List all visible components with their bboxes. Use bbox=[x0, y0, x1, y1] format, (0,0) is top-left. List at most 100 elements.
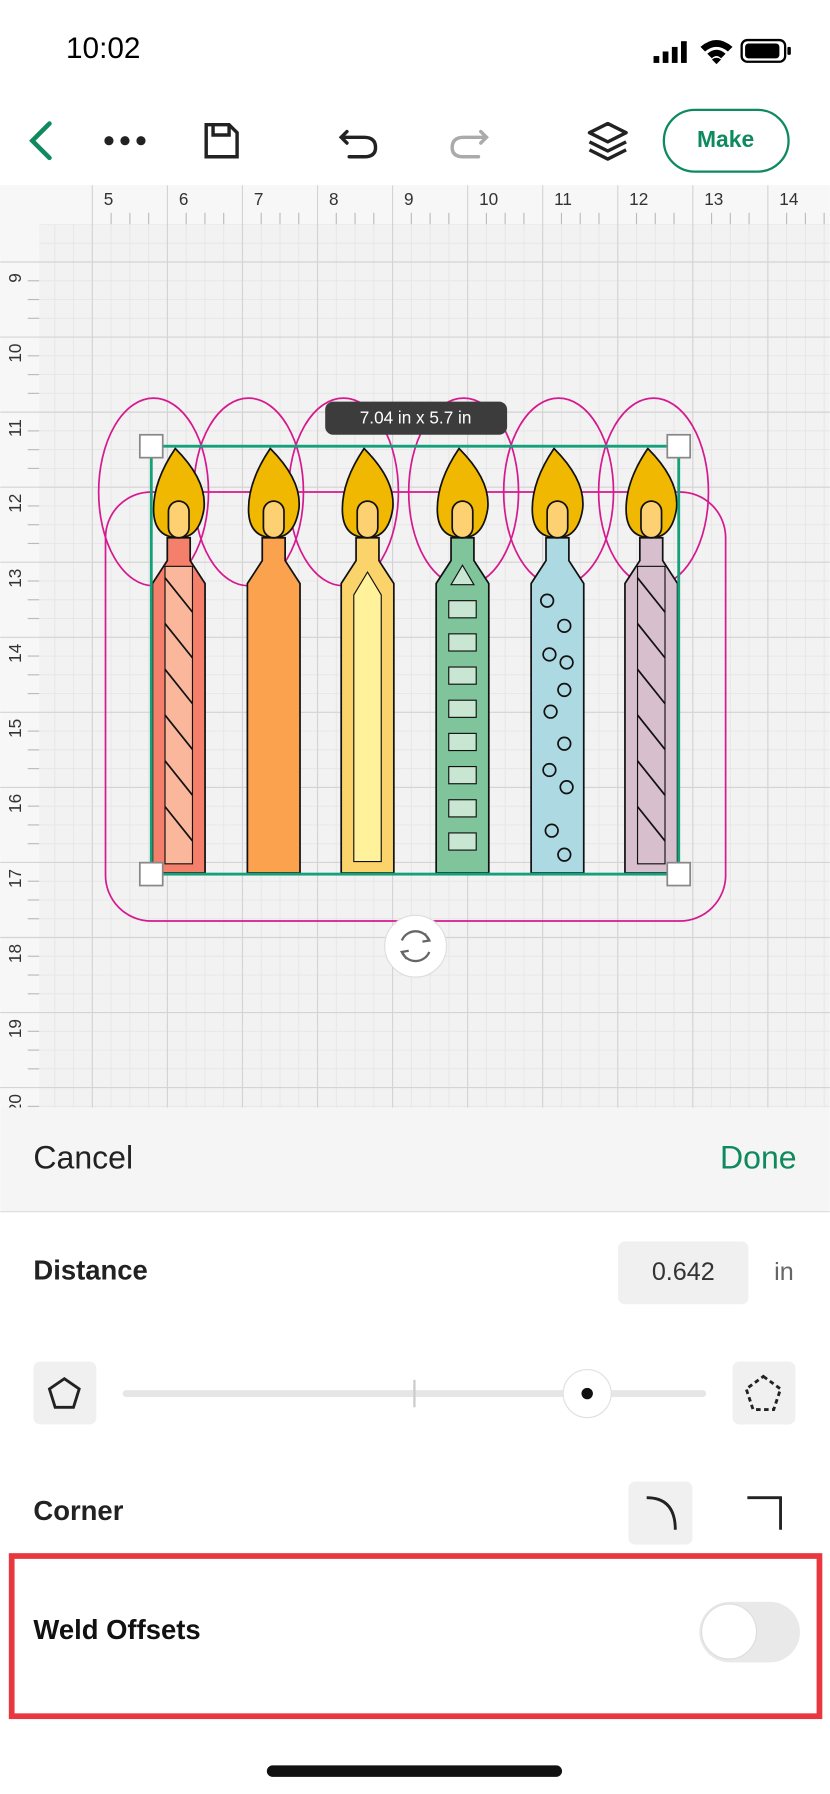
candle-stripe bbox=[164, 577, 194, 613]
candle-square bbox=[448, 832, 477, 851]
make-button[interactable] bbox=[662, 108, 790, 173]
candle-stripe bbox=[164, 760, 194, 796]
distance-input[interactable] bbox=[618, 1241, 749, 1305]
candle-dot bbox=[559, 780, 574, 795]
flame-core bbox=[167, 500, 190, 539]
candle-stripe bbox=[636, 623, 666, 659]
make-button-label[interactable]: Make bbox=[697, 126, 754, 152]
slider-thumb-dot bbox=[581, 1387, 593, 1400]
candle-dot bbox=[557, 682, 572, 698]
ruler-left-label: 17 bbox=[5, 869, 25, 888]
ruler-left-label: 14 bbox=[5, 643, 25, 663]
distance-value[interactable]: 0.642 bbox=[652, 1258, 715, 1286]
candle-body bbox=[246, 536, 301, 874]
selection-handle bbox=[666, 861, 692, 887]
candle-body bbox=[530, 536, 585, 874]
candle-dot bbox=[543, 704, 558, 719]
save-button[interactable] bbox=[204, 122, 239, 159]
distance-label: Distance bbox=[33, 1255, 147, 1286]
candle-stripe-band bbox=[164, 565, 194, 865]
more-button[interactable] bbox=[104, 136, 146, 146]
pentagon-icon bbox=[47, 1376, 81, 1409]
candle-triangle bbox=[450, 564, 475, 586]
weld-toggle-knob bbox=[701, 1603, 758, 1660]
candle-stripe bbox=[164, 806, 194, 842]
candle-inner bbox=[353, 570, 382, 863]
candle-stripe bbox=[164, 668, 194, 705]
weld-offsets-label: Weld Offsets bbox=[33, 1614, 200, 1645]
undo-button[interactable] bbox=[338, 129, 378, 159]
candle-dot bbox=[542, 647, 557, 662]
candle-square bbox=[448, 600, 477, 619]
ruler-left bbox=[0, 185, 40, 1108]
ruler-top-label: 8 bbox=[329, 189, 339, 209]
offset-max-button[interactable] bbox=[732, 1361, 796, 1425]
ruler-left-label: 11 bbox=[5, 419, 25, 437]
round-corner-icon bbox=[646, 1496, 677, 1530]
selection-handle bbox=[138, 433, 164, 459]
candle-square bbox=[448, 699, 477, 718]
offset-min-button[interactable] bbox=[33, 1361, 97, 1425]
pentagon-dashed-icon bbox=[744, 1374, 783, 1412]
ruler-top-label: 10 bbox=[479, 189, 498, 209]
candle-stripe bbox=[636, 577, 666, 613]
corner-label: Corner bbox=[33, 1495, 123, 1526]
rotate-handle[interactable] bbox=[384, 914, 448, 978]
back-button[interactable] bbox=[29, 121, 52, 161]
ruler-left-label: 19 bbox=[5, 1019, 25, 1038]
rotate-icon bbox=[399, 930, 432, 963]
candle-stripe-band bbox=[636, 565, 666, 865]
ruler-top-label: 6 bbox=[179, 189, 189, 209]
candle-square bbox=[448, 633, 477, 652]
ruler-left-label: 12 bbox=[5, 494, 25, 513]
candle-dot bbox=[542, 762, 557, 778]
corner-sharp-button[interactable] bbox=[747, 1496, 782, 1530]
redo-button[interactable] bbox=[450, 129, 489, 159]
ruler-top-label: 14 bbox=[779, 189, 799, 209]
candle-dot bbox=[559, 655, 574, 670]
ruler-top-label: 11 bbox=[554, 189, 572, 209]
candle-square bbox=[448, 732, 477, 752]
candle-square bbox=[448, 765, 477, 785]
candle-dot bbox=[557, 847, 572, 862]
home-indicator bbox=[266, 1765, 563, 1777]
ruler-top bbox=[0, 185, 830, 225]
highlight-box bbox=[8, 1553, 823, 1720]
cancel-button[interactable]: Cancel bbox=[33, 1140, 133, 1176]
ruler-top-label: 12 bbox=[629, 189, 648, 209]
ruler-left-label: 18 bbox=[5, 944, 25, 963]
selection-handle bbox=[138, 861, 164, 887]
candle-dot bbox=[544, 823, 559, 838]
artwork bbox=[97, 397, 727, 922]
flame-core bbox=[262, 500, 285, 539]
action-bar bbox=[0, 1107, 830, 1212]
candle-stripe bbox=[636, 668, 666, 705]
ruler-top-label: 13 bbox=[704, 189, 723, 209]
size-badge bbox=[325, 401, 508, 435]
candle-square bbox=[448, 799, 477, 818]
flame-core bbox=[546, 500, 569, 539]
candle-stripe bbox=[164, 623, 194, 659]
selection-box bbox=[149, 444, 681, 876]
candle-dot bbox=[557, 736, 572, 751]
ruler-top-label: 5 bbox=[104, 189, 114, 209]
flame-core bbox=[356, 500, 379, 539]
layers-button[interactable] bbox=[587, 121, 628, 161]
flame-core bbox=[640, 500, 663, 539]
done-button[interactable]: Done bbox=[720, 1140, 797, 1176]
ruler-left-label: 9 bbox=[5, 273, 25, 283]
candle-stripe bbox=[636, 806, 666, 842]
candle-square bbox=[448, 666, 477, 685]
selection-handle bbox=[666, 433, 692, 459]
size-label: 7.04 in x 5.7 in bbox=[360, 407, 472, 427]
ruler-top-label: 7 bbox=[254, 189, 264, 209]
status-icons bbox=[653, 38, 791, 65]
candle-dot bbox=[539, 593, 555, 608]
distance-unit: in bbox=[774, 1258, 794, 1286]
ruler-left-label: 13 bbox=[5, 569, 25, 588]
corner-round-button[interactable] bbox=[628, 1481, 693, 1545]
ruler-top-label: 9 bbox=[404, 189, 414, 209]
